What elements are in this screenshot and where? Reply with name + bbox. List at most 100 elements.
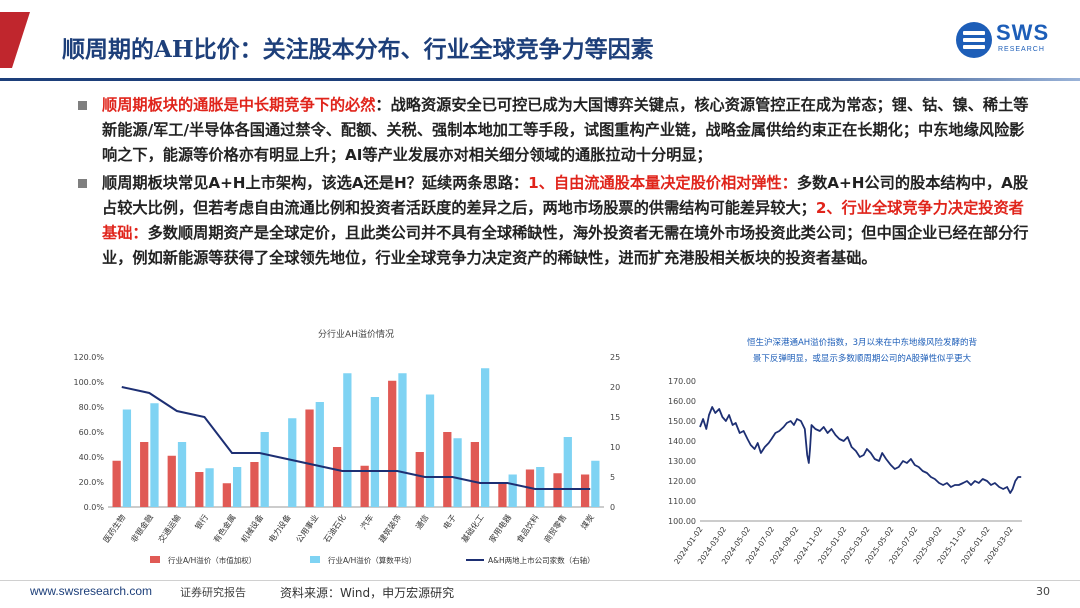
y-tick: 170.00 bbox=[668, 377, 696, 386]
x-tick-label: 非银金融 bbox=[128, 512, 155, 544]
bullet-2-part-3: 多数顺周期资产是全球定价，且此类公司并不具有全球稀缺性，海外投资者无需在境外市场… bbox=[102, 224, 1029, 267]
page-title: 顺周期的AH比价：关注股本分布、行业全球竞争力等因素 bbox=[62, 36, 654, 63]
x-tick-label: 公用事业 bbox=[294, 512, 321, 544]
brand-logo: SWS RESEARCH bbox=[956, 20, 1056, 64]
bullet-item-1: 顺周期板块的通胀是中长期竞争下的必然：战略资源安全已可控已成为大国博弈关键点，核… bbox=[78, 93, 1038, 168]
bar-weighted bbox=[332, 447, 342, 507]
bar-weighted bbox=[167, 455, 176, 507]
page-number: 30 bbox=[1036, 585, 1050, 598]
title-underline bbox=[0, 78, 1080, 81]
y-tick-left: 60.0% bbox=[79, 428, 105, 437]
bar-average bbox=[481, 368, 490, 507]
bullet-square-icon bbox=[78, 101, 87, 110]
x-tick-label: 交通运输 bbox=[156, 512, 183, 544]
y-tick: 130.00 bbox=[668, 457, 696, 466]
line-chart-svg: 恒生沪深港通AH溢价指数，3月以来在中东地缘风险发酵的背景下反弹明显，或显示多数… bbox=[668, 337, 1022, 566]
bar-average bbox=[591, 460, 600, 507]
x-tick-label: 电力设备 bbox=[266, 512, 293, 544]
footer-divider bbox=[0, 580, 1080, 581]
bullet-square-icon bbox=[78, 179, 87, 188]
bar-weighted bbox=[195, 472, 204, 507]
ah-premium-index-line bbox=[699, 406, 1022, 494]
bullet-1-text: ：战略资源安全已可控已成为大国博弈关键点，核心资源管控正在成为常态；锂、钴、镍、… bbox=[102, 96, 1029, 164]
bar-weighted bbox=[112, 460, 121, 507]
y-tick-left: 20.0% bbox=[79, 478, 105, 487]
x-tick-label: 通信 bbox=[413, 512, 430, 531]
bar-average bbox=[205, 468, 214, 507]
bar-average bbox=[288, 418, 297, 507]
bullet-2-highlight-2: 2、行业全球竞争力决定投资者基础： bbox=[102, 199, 1024, 242]
x-tick-label: 机械设备 bbox=[239, 512, 266, 544]
bar-weighted bbox=[305, 409, 314, 507]
legend-swatch bbox=[310, 556, 320, 563]
y-tick-right: 10 bbox=[610, 443, 620, 452]
bar-average bbox=[563, 437, 572, 507]
y-tick: 100.00 bbox=[668, 517, 696, 526]
y-tick: 150.00 bbox=[668, 417, 696, 426]
logo-emblem-icon bbox=[956, 22, 992, 58]
x-tick-label: 食品饮料 bbox=[514, 512, 541, 544]
bar-weighted bbox=[360, 465, 369, 507]
x-tick-label: 家用电器 bbox=[487, 512, 514, 544]
footer-url[interactable]: www.swsresearch.com bbox=[30, 584, 153, 598]
bar-chart-svg: 分行业AH溢价情况 0.0% 20.0% 40.0% 60.0% 80.0% 100.0% 1… bbox=[73, 328, 620, 565]
y-tick-left: 120.0% bbox=[73, 353, 104, 362]
bar-average bbox=[453, 438, 462, 507]
bar-average bbox=[398, 373, 407, 507]
bullet-2-highlight-1: 1、自由流通股本量决定股价相对弹性： bbox=[528, 174, 797, 192]
legend-label: 行业A/H溢价（市值加权） bbox=[168, 555, 256, 565]
x-tick-label: 电子 bbox=[441, 512, 458, 531]
legend-swatch bbox=[150, 556, 160, 563]
y-tick-right: 5 bbox=[610, 473, 615, 482]
x-tick-label: 有色金属 bbox=[211, 512, 238, 544]
bullet-2-part-1: 顺周期板块常见A+H上市架构，该选A还是H？延续两条思路： bbox=[102, 174, 529, 192]
bar-average bbox=[122, 409, 132, 507]
bullet-item-2: 顺周期板块常见A+H上市架构，该选A还是H？延续两条思路：1、自由流通股本量决定… bbox=[78, 171, 1038, 271]
bar-average bbox=[177, 442, 187, 507]
y-tick: 120.00 bbox=[668, 477, 696, 486]
x-tick-label: 医药生物 bbox=[101, 512, 128, 544]
chart-title-line-2: 景下反弹明显，或显示多数顺周期公司的A股弹性似乎更大 bbox=[753, 353, 972, 364]
bar-weighted bbox=[498, 483, 507, 507]
y-tick: 140.00 bbox=[668, 437, 696, 446]
y-tick-left: 80.0% bbox=[79, 403, 105, 412]
y-tick-right: 15 bbox=[610, 413, 620, 422]
x-tick-label: 石油石化 bbox=[321, 512, 348, 544]
y-tick-left: 0.0% bbox=[84, 503, 105, 512]
bar-average bbox=[425, 394, 435, 507]
bar-average bbox=[315, 402, 324, 507]
bar-average bbox=[233, 467, 242, 507]
y-tick-right: 25 bbox=[610, 353, 620, 362]
bar-weighted bbox=[140, 442, 149, 507]
title-bar: 顺周期的AH比价：关注股本分布、行业全球竞争力等因素 SWS RESEARCH bbox=[0, 0, 1080, 81]
chart-title: 分行业AH溢价情况 bbox=[318, 328, 394, 340]
bullet-2-part-2: 多数A+H公司的股本结构中，A股占较大比例，但若考虑自由流通比例和投资者活跃度的… bbox=[102, 174, 1029, 217]
title-accent bbox=[0, 12, 30, 68]
bar-average bbox=[150, 403, 159, 507]
footer-source: 资料来源：Wind，申万宏源研究 bbox=[280, 586, 455, 600]
bar-weighted bbox=[388, 380, 397, 507]
x-tick-label: 基础化工 bbox=[459, 512, 486, 544]
bar-weighted bbox=[250, 462, 259, 507]
logo-text: SWS bbox=[996, 20, 1050, 45]
y-tick-left: 100.0% bbox=[73, 378, 104, 387]
bar-average bbox=[370, 397, 380, 507]
legend-label: 行业A/H溢价（算数平均） bbox=[328, 555, 416, 565]
bullet-1-highlight: 顺周期板块的通胀是中长期竞争下的必然 bbox=[102, 96, 376, 114]
footer-report-label: 证券研究报告 bbox=[180, 586, 246, 599]
logo-subtext: RESEARCH bbox=[998, 46, 1045, 53]
y-tick-left: 40.0% bbox=[79, 453, 105, 462]
x-tick-label: 煤炭 bbox=[578, 512, 595, 531]
x-tick-label: 银行 bbox=[193, 512, 210, 531]
x-tick-label: 汽车 bbox=[358, 512, 375, 531]
bar-average bbox=[536, 467, 545, 507]
bullet-list: 顺周期板块的通胀是中长期竞争下的必然：战略资源安全已可控已成为大国博弈关键点，核… bbox=[78, 93, 1038, 274]
bar-weighted bbox=[415, 452, 424, 507]
industry-ah-premium-chart: 分行业AH溢价情况 0.0% 20.0% 40.0% 60.0% 80.0% 100.0% 1… bbox=[60, 325, 640, 575]
bar-average bbox=[260, 432, 269, 507]
company-count-line bbox=[121, 386, 591, 490]
x-tick-label: 建筑装饰 bbox=[376, 512, 403, 544]
bar-weighted bbox=[553, 473, 562, 507]
ah-premium-index-chart: 恒生沪深港通AH溢价指数，3月以来在中东地缘风险发酵的背 景下反弹明显，或显示多数… bbox=[650, 325, 1050, 575]
x-tick-label: 商贸零售 bbox=[542, 512, 569, 544]
